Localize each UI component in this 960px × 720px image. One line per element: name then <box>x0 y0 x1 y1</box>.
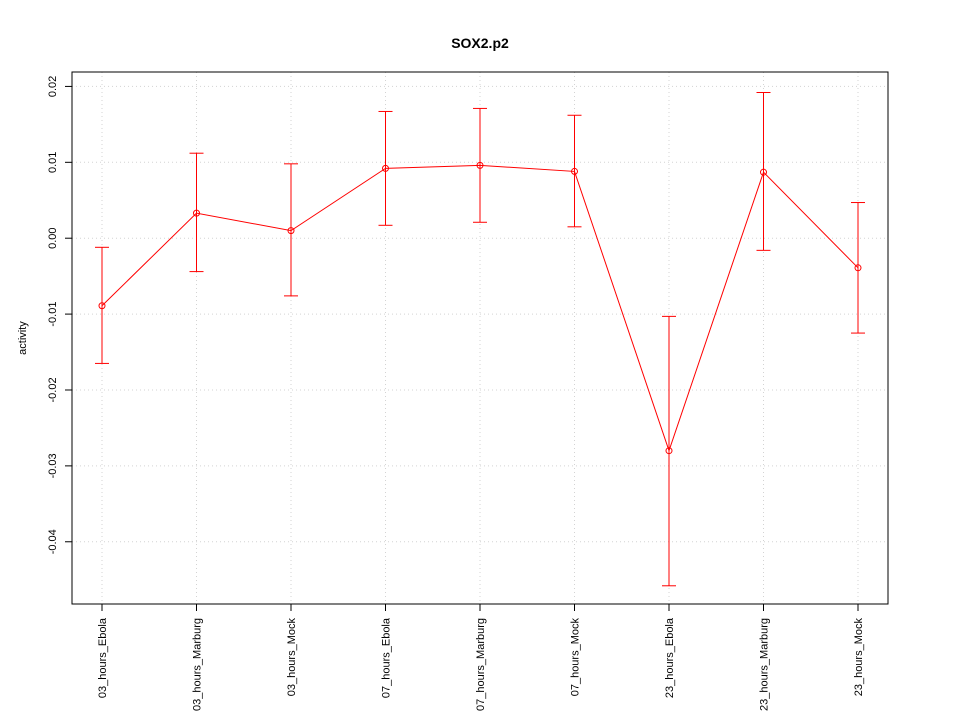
y-tick-label: -0.03 <box>47 453 59 478</box>
chart-title: SOX2.p2 <box>451 35 509 51</box>
series <box>95 91 865 587</box>
x-tick-label: 23_hours_Marburg <box>759 618 771 711</box>
x-tick-label: 07_hours_Ebola <box>381 617 393 698</box>
x-tick-label: 23_hours_Mock <box>853 618 865 697</box>
y-tick-label: -0.01 <box>47 302 59 327</box>
x-tick-label: 03_hours_Mock <box>286 618 298 697</box>
data-point <box>760 168 767 176</box>
data-point <box>476 161 484 169</box>
y-axis-label: activity <box>17 321 29 355</box>
data-point <box>382 164 389 172</box>
x-tick-label: 07_hours_Marburg <box>475 618 487 711</box>
data-point <box>665 447 673 455</box>
x-axis: 03_hours_Ebola 03_hours_Marburg 03_hours_M… <box>97 604 865 711</box>
y-tick-label: -0.04 <box>47 529 59 554</box>
data-point <box>571 167 578 175</box>
data-point <box>98 302 106 310</box>
y-axis: -0.04 -0.03 -0.02 -0.01 0.00 0.01 0.02 <box>47 76 72 554</box>
y-tick-label: 0.01 <box>47 152 59 173</box>
data-point <box>287 227 295 235</box>
x-tick-label: 07_hours_Mock <box>570 618 582 697</box>
data-point <box>193 209 200 217</box>
data-point <box>854 264 862 272</box>
y-tick-label: -0.02 <box>47 377 59 402</box>
y-tick-label: 0.02 <box>47 76 59 97</box>
x-tick-label: 23_hours_Ebola <box>664 617 676 698</box>
x-tick-label: 03_hours_Ebola <box>97 617 109 698</box>
x-tick-label: 03_hours_Marburg <box>192 618 204 711</box>
y-tick-label: 0.00 <box>47 227 59 248</box>
